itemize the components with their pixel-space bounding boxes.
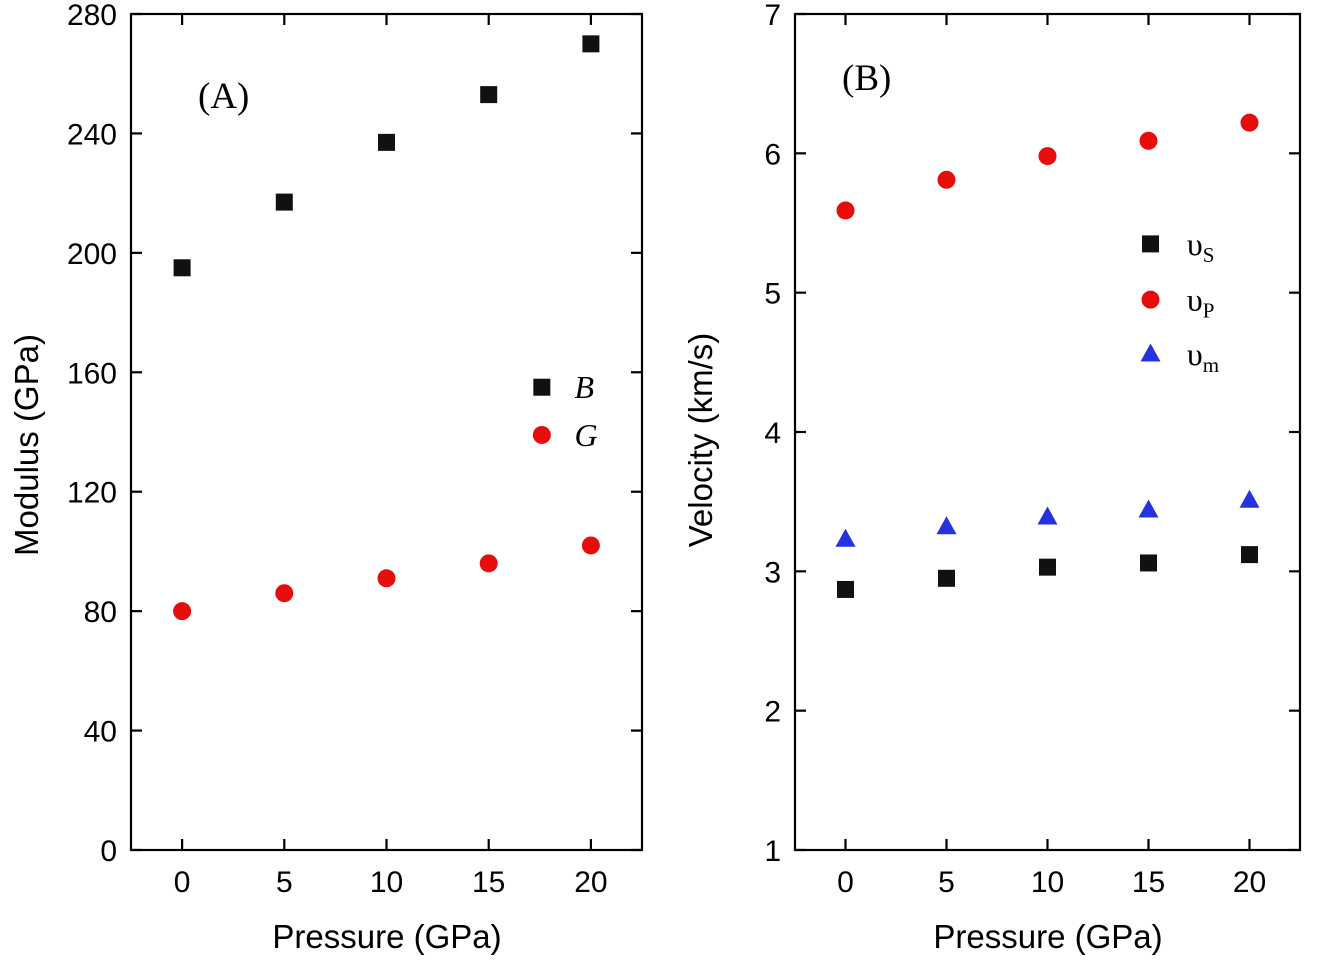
panel-A-y-axis-title: Modulus (GPa) xyxy=(8,334,45,556)
y-tick-label: 80 xyxy=(84,596,117,629)
x-tick-label: 20 xyxy=(574,866,607,899)
point-vP xyxy=(1240,113,1259,132)
panel-A-data-points xyxy=(173,35,600,621)
point-B xyxy=(582,35,600,53)
x-tick-label: 10 xyxy=(1031,866,1064,899)
y-tick-label: 280 xyxy=(67,0,117,32)
point-vP xyxy=(1038,147,1057,166)
point-B xyxy=(378,133,395,151)
x-tick-label: 15 xyxy=(1132,866,1165,899)
legend-marker-vS xyxy=(1142,235,1160,253)
x-tick-label: 15 xyxy=(472,866,505,899)
panel-B-axes: 0 5 10 15 20 1 2 3 4 5 6 7 xyxy=(764,0,1302,899)
panel-B: 0 5 10 15 20 1 2 3 4 5 6 7 υS υP υm (B) Pressure (GPa… xyxy=(682,0,1302,955)
y-tick-label: 2 xyxy=(764,696,781,729)
point-vm xyxy=(835,528,856,547)
point-G xyxy=(479,554,498,573)
panel-A-legend: BG xyxy=(532,369,598,453)
legend-marker-vP xyxy=(1141,290,1160,309)
plot-box xyxy=(793,12,1302,852)
panel-B-data-points xyxy=(835,113,1260,598)
legend-label-subscript: S xyxy=(1203,243,1215,267)
y-tick-label: 1 xyxy=(764,835,781,868)
point-vm xyxy=(936,516,957,535)
point-vm xyxy=(1239,489,1260,508)
point-vS xyxy=(1039,558,1056,576)
point-B xyxy=(275,193,293,211)
point-vS xyxy=(837,580,854,598)
y-tick-label: 160 xyxy=(67,357,117,390)
legend-label-vS: υS xyxy=(1187,226,1215,267)
point-vS xyxy=(1140,554,1157,572)
x-tick-label: 5 xyxy=(276,866,293,899)
point-G xyxy=(173,602,192,621)
panel-A-label: (A) xyxy=(198,76,249,117)
legend-label-B: B xyxy=(575,369,595,405)
panel-B-y-axis-title: Velocity (km/s) xyxy=(682,333,719,548)
legend-label-G: G xyxy=(575,417,598,453)
y-tick-label: 240 xyxy=(67,118,117,151)
legend-label-subscript: P xyxy=(1203,299,1215,323)
point-vP xyxy=(937,170,956,189)
y-tick-label: 6 xyxy=(764,138,781,171)
x-tick-label: 20 xyxy=(1233,866,1266,899)
point-vP xyxy=(836,201,855,220)
y-tick-label: 5 xyxy=(764,278,781,311)
point-G xyxy=(377,569,396,588)
y-tick-label: 120 xyxy=(67,477,117,510)
legend-marker-vm xyxy=(1140,343,1161,362)
point-B xyxy=(173,259,191,277)
legend-label-subscript: m xyxy=(1203,353,1219,377)
point-vS xyxy=(938,569,955,587)
y-tick-label: 200 xyxy=(67,238,117,271)
y-tick-label: 7 xyxy=(764,0,781,32)
point-vP xyxy=(1139,131,1158,150)
legend-label-vm: υm xyxy=(1187,336,1219,377)
panel-B-label: (B) xyxy=(842,58,891,99)
panel-A-x-axis-title: Pressure (GPa) xyxy=(272,918,501,955)
y-tick-label: 0 xyxy=(100,835,117,868)
y-tick-label: 3 xyxy=(764,556,781,589)
x-tick-label: 0 xyxy=(174,866,191,899)
x-tick-label: 5 xyxy=(938,866,955,899)
panel-B-x-axis-title: Pressure (GPa) xyxy=(933,918,1162,955)
point-vm xyxy=(1037,506,1058,525)
legend-label-vP: υP xyxy=(1187,282,1215,323)
point-vm xyxy=(1138,499,1159,518)
legend-marker-B xyxy=(533,378,551,396)
legend-marker-G xyxy=(532,425,551,444)
x-tick-label: 0 xyxy=(837,866,854,899)
point-G xyxy=(581,536,600,555)
x-tick-label: 10 xyxy=(370,866,403,899)
point-G xyxy=(275,584,294,603)
y-tick-label: 40 xyxy=(84,716,117,749)
panel-B-legend: υS υP υm xyxy=(1140,226,1219,377)
y-tick-label: 4 xyxy=(764,417,781,450)
point-B xyxy=(480,86,498,104)
point-vS xyxy=(1241,546,1258,564)
